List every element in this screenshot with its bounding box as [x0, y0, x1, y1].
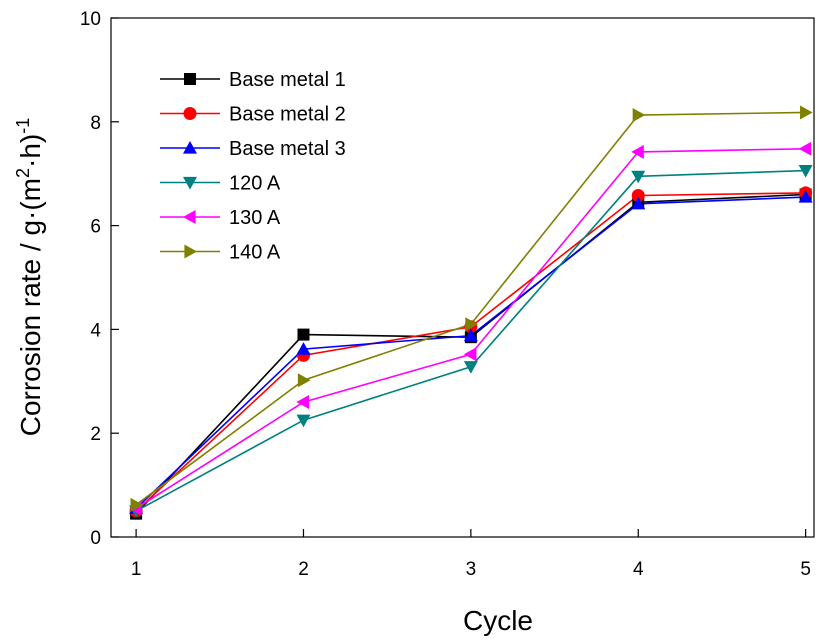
legend-label-140-a: 140 A	[229, 242, 281, 264]
axis-ticks: 1 2 3 4 5 0 2 4 6 8 10	[80, 9, 811, 580]
data-point-base-metal-3	[631, 196, 646, 210]
legend-label-base-metal-3: Base metal 3	[229, 138, 346, 160]
y-tick-label: 10	[80, 9, 101, 30]
x-axis-label: Cycle	[463, 605, 533, 636]
legend-marker-140-a	[184, 244, 197, 259]
data-point-140-a	[130, 497, 144, 512]
data-point-130-a	[296, 395, 310, 410]
x-tick-label: 5	[800, 559, 811, 580]
data-point-120-a	[631, 170, 646, 184]
data-point-120-a	[798, 164, 813, 178]
x-tick-label: 4	[633, 559, 644, 580]
data-point-140-a	[632, 108, 646, 123]
data-point-base-metal-3	[463, 328, 478, 342]
y-axis-label-sup2: -1	[13, 118, 33, 134]
legend: Base metal 1 Base metal 2 Base metal 3 120 …	[160, 69, 346, 264]
y-axis-label-mid: ·h)	[15, 134, 46, 168]
data-point-base-metal-3	[798, 190, 813, 203]
y-axis-label-sup1: 2	[13, 168, 33, 178]
legend-label-base-metal-2: Base metal 2	[229, 104, 346, 126]
y-tick-label: 2	[90, 424, 101, 445]
y-axis-label: Corrosion rate / g·(m2·h)-1	[13, 118, 46, 437]
data-point-140-a	[800, 105, 813, 120]
y-tick-label: 4	[90, 320, 101, 341]
legend-marker-130-a	[183, 210, 196, 224]
legend-label-120-a: 120 A	[229, 173, 281, 195]
data-point-140-a	[465, 317, 478, 332]
data-point-130-a	[798, 141, 812, 156]
data-point-140-a	[297, 373, 311, 388]
series-line-140-a	[135, 111, 806, 506]
data-point-120-a	[463, 361, 478, 374]
data-point-base-metal-2	[631, 188, 645, 202]
legend-marker-base-metal-1	[184, 73, 196, 85]
y-tick-label: 6	[90, 217, 101, 238]
x-tick-label: 2	[298, 559, 309, 580]
data-point-base-metal-3	[296, 342, 311, 355]
legend-marker-base-metal-2	[183, 107, 197, 120]
data-point-120-a	[296, 414, 311, 428]
x-tick-label: 3	[466, 559, 477, 580]
y-tick-label: 0	[90, 528, 101, 549]
y-axis-label-main: Corrosion rate / g·(m	[15, 178, 46, 436]
data-point-130-a	[631, 144, 644, 159]
legend-label-base-metal-1: Base metal 1	[229, 69, 346, 91]
data-point-130-a	[463, 347, 477, 362]
legend-marker-120-a	[183, 176, 197, 190]
legend-marker-base-metal-3	[183, 141, 197, 154]
legend-label-130-a: 130 A	[229, 207, 281, 229]
y-tick-label: 8	[90, 113, 101, 134]
series-markers	[129, 105, 813, 520]
x-tick-label: 1	[131, 559, 142, 580]
data-point-base-metal-1	[297, 328, 310, 341]
plot-frame	[110, 17, 815, 538]
